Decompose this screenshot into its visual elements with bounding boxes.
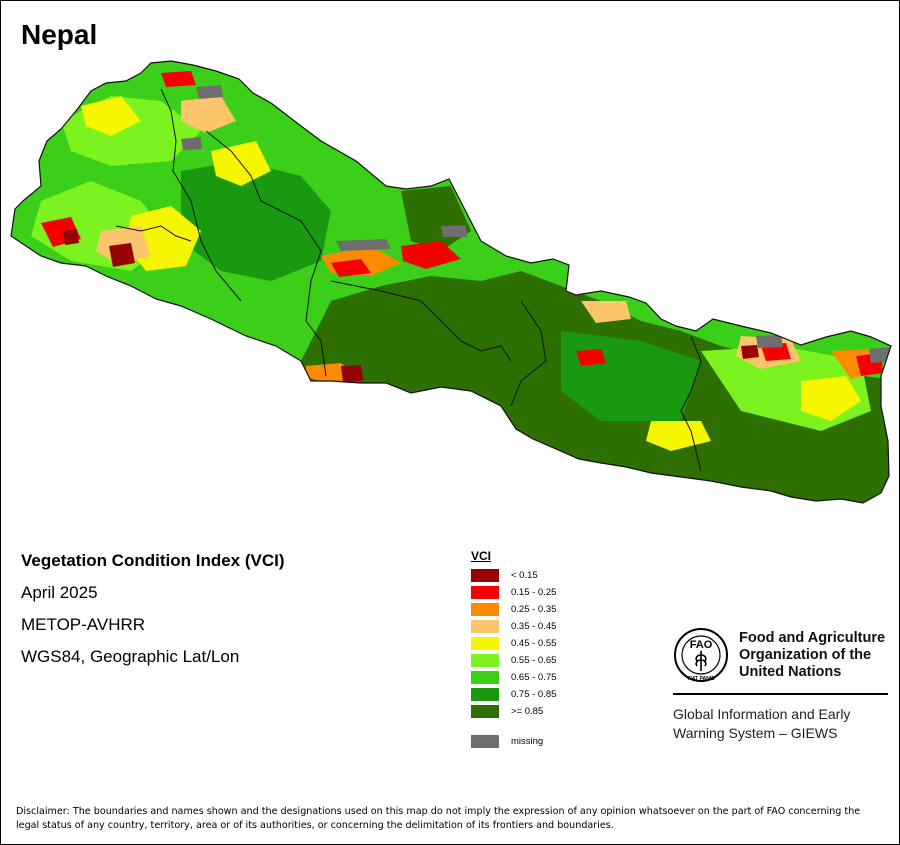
legend-label: < 0.15: [511, 570, 538, 581]
legend-label: 0.35 - 0.45: [511, 621, 557, 632]
vci-zone-missing: [181, 137, 202, 150]
org-name-line: Organization of the: [739, 646, 872, 663]
vci-zone-missing: [869, 347, 890, 363]
vci-zone-red: [401, 241, 461, 269]
legend-swatch: [471, 586, 499, 599]
legend-swatch: [471, 654, 499, 667]
giews-name: Global Information and Early Warning Sys…: [673, 705, 888, 743]
legend-label: 0.65 - 0.75: [511, 672, 557, 683]
fao-logo-letters: FAO: [690, 639, 713, 651]
org-name-line: Food and Agriculture: [739, 629, 886, 646]
legend-label: 0.55 - 0.65: [511, 655, 557, 666]
legend-item: 0.55 - 0.65: [471, 652, 556, 669]
map-title: Nepal: [21, 19, 98, 50]
legend-swatch: [471, 671, 499, 684]
province-boundary: [680, 335, 702, 472]
period: April 2025: [21, 583, 98, 602]
vci-zone-dark-red: [741, 345, 759, 359]
map-info: Vegetation Condition Index (VCI) April 2…: [21, 551, 285, 679]
legend-swatch: [471, 637, 499, 650]
legend-swatch-missing: [471, 735, 499, 748]
legend-label: >= 0.85: [511, 706, 544, 717]
vci-map: [10, 60, 892, 504]
disclaimer: Disclaimer: The boundaries and names sho…: [16, 806, 861, 831]
province-boundary: [160, 88, 242, 302]
legend-swatch: [471, 603, 499, 616]
province-boundaries: [115, 88, 702, 472]
fao-logo-icon: FAO FIAT PANIS: [674, 628, 728, 682]
legend-label-missing: missing: [511, 736, 544, 747]
legend-label: 0.45 - 0.55: [511, 638, 557, 649]
vci-zone-dark-red: [63, 229, 79, 245]
legend-item: 0.35 - 0.45: [471, 618, 556, 635]
sensor: METOP-AVHRR: [21, 615, 146, 634]
program-line: Warning System – GIEWS: [673, 725, 838, 741]
fao-organization-name: Food and Agriculture Organization of the…: [739, 630, 885, 681]
legend-item: 0.65 - 0.75: [471, 669, 556, 686]
projection: WGS84, Geographic Lat/Lon: [21, 647, 240, 666]
legend-item: 0.45 - 0.55: [471, 635, 556, 652]
province-boundary: [205, 130, 327, 377]
legend-swatch: [471, 620, 499, 633]
program-line: Global Information and Early: [673, 706, 851, 722]
legend-label: 0.15 - 0.25: [511, 587, 557, 598]
divider: [673, 693, 888, 695]
fao-logo-motto: FIAT PANIS: [687, 676, 715, 682]
vci-raster: [11, 61, 891, 503]
legend-item: >= 0.85: [471, 703, 556, 720]
index-name: Vegetation Condition Index (VCI): [21, 551, 285, 570]
legend-item: 0.75 - 0.85: [471, 686, 556, 703]
vci-zone-missing: [756, 335, 783, 348]
legend-swatch: [471, 705, 499, 718]
vci-zone-tan: [181, 96, 236, 133]
legend-item: 0.25 - 0.35: [471, 601, 556, 618]
vci-zone-red: [161, 71, 196, 87]
legend-item: 0.15 - 0.25: [471, 584, 556, 601]
legend-swatch: [471, 688, 499, 701]
legend-item: < 0.15: [471, 567, 556, 584]
vci-zone-yellow: [646, 421, 711, 451]
vci-zone-tan: [581, 301, 631, 323]
province-boundary: [510, 300, 547, 407]
province-boundary: [115, 225, 192, 242]
vci-zone-missing: [196, 85, 223, 99]
vci-zone-red: [331, 259, 371, 277]
province-boundary: [330, 280, 512, 362]
vci-zone-missing: [336, 239, 391, 251]
org-name-line: United Nations: [739, 663, 842, 680]
legend-label: 0.25 - 0.35: [511, 604, 557, 615]
vci-zone-dark-red: [341, 365, 363, 382]
legend: VCI < 0.15 0.15 - 0.25 0.25 - 0.35 0.35 …: [471, 549, 556, 750]
legend-title: VCI: [471, 549, 492, 563]
vci-zone-yellow: [81, 96, 141, 136]
vci-zone-dark-green: [181, 161, 331, 281]
legend-label: 0.75 - 0.85: [511, 689, 557, 700]
vci-zone-yellow: [801, 376, 861, 421]
legend-swatch: [471, 569, 499, 582]
vci-zone-red: [576, 349, 606, 366]
vci-zone-missing: [441, 225, 467, 237]
fao-branding: FAO FIAT PANIS Food and Agriculture Orga…: [673, 627, 888, 743]
vci-zone-dark-red: [109, 243, 135, 267]
legend-item-missing: missing: [471, 733, 556, 750]
